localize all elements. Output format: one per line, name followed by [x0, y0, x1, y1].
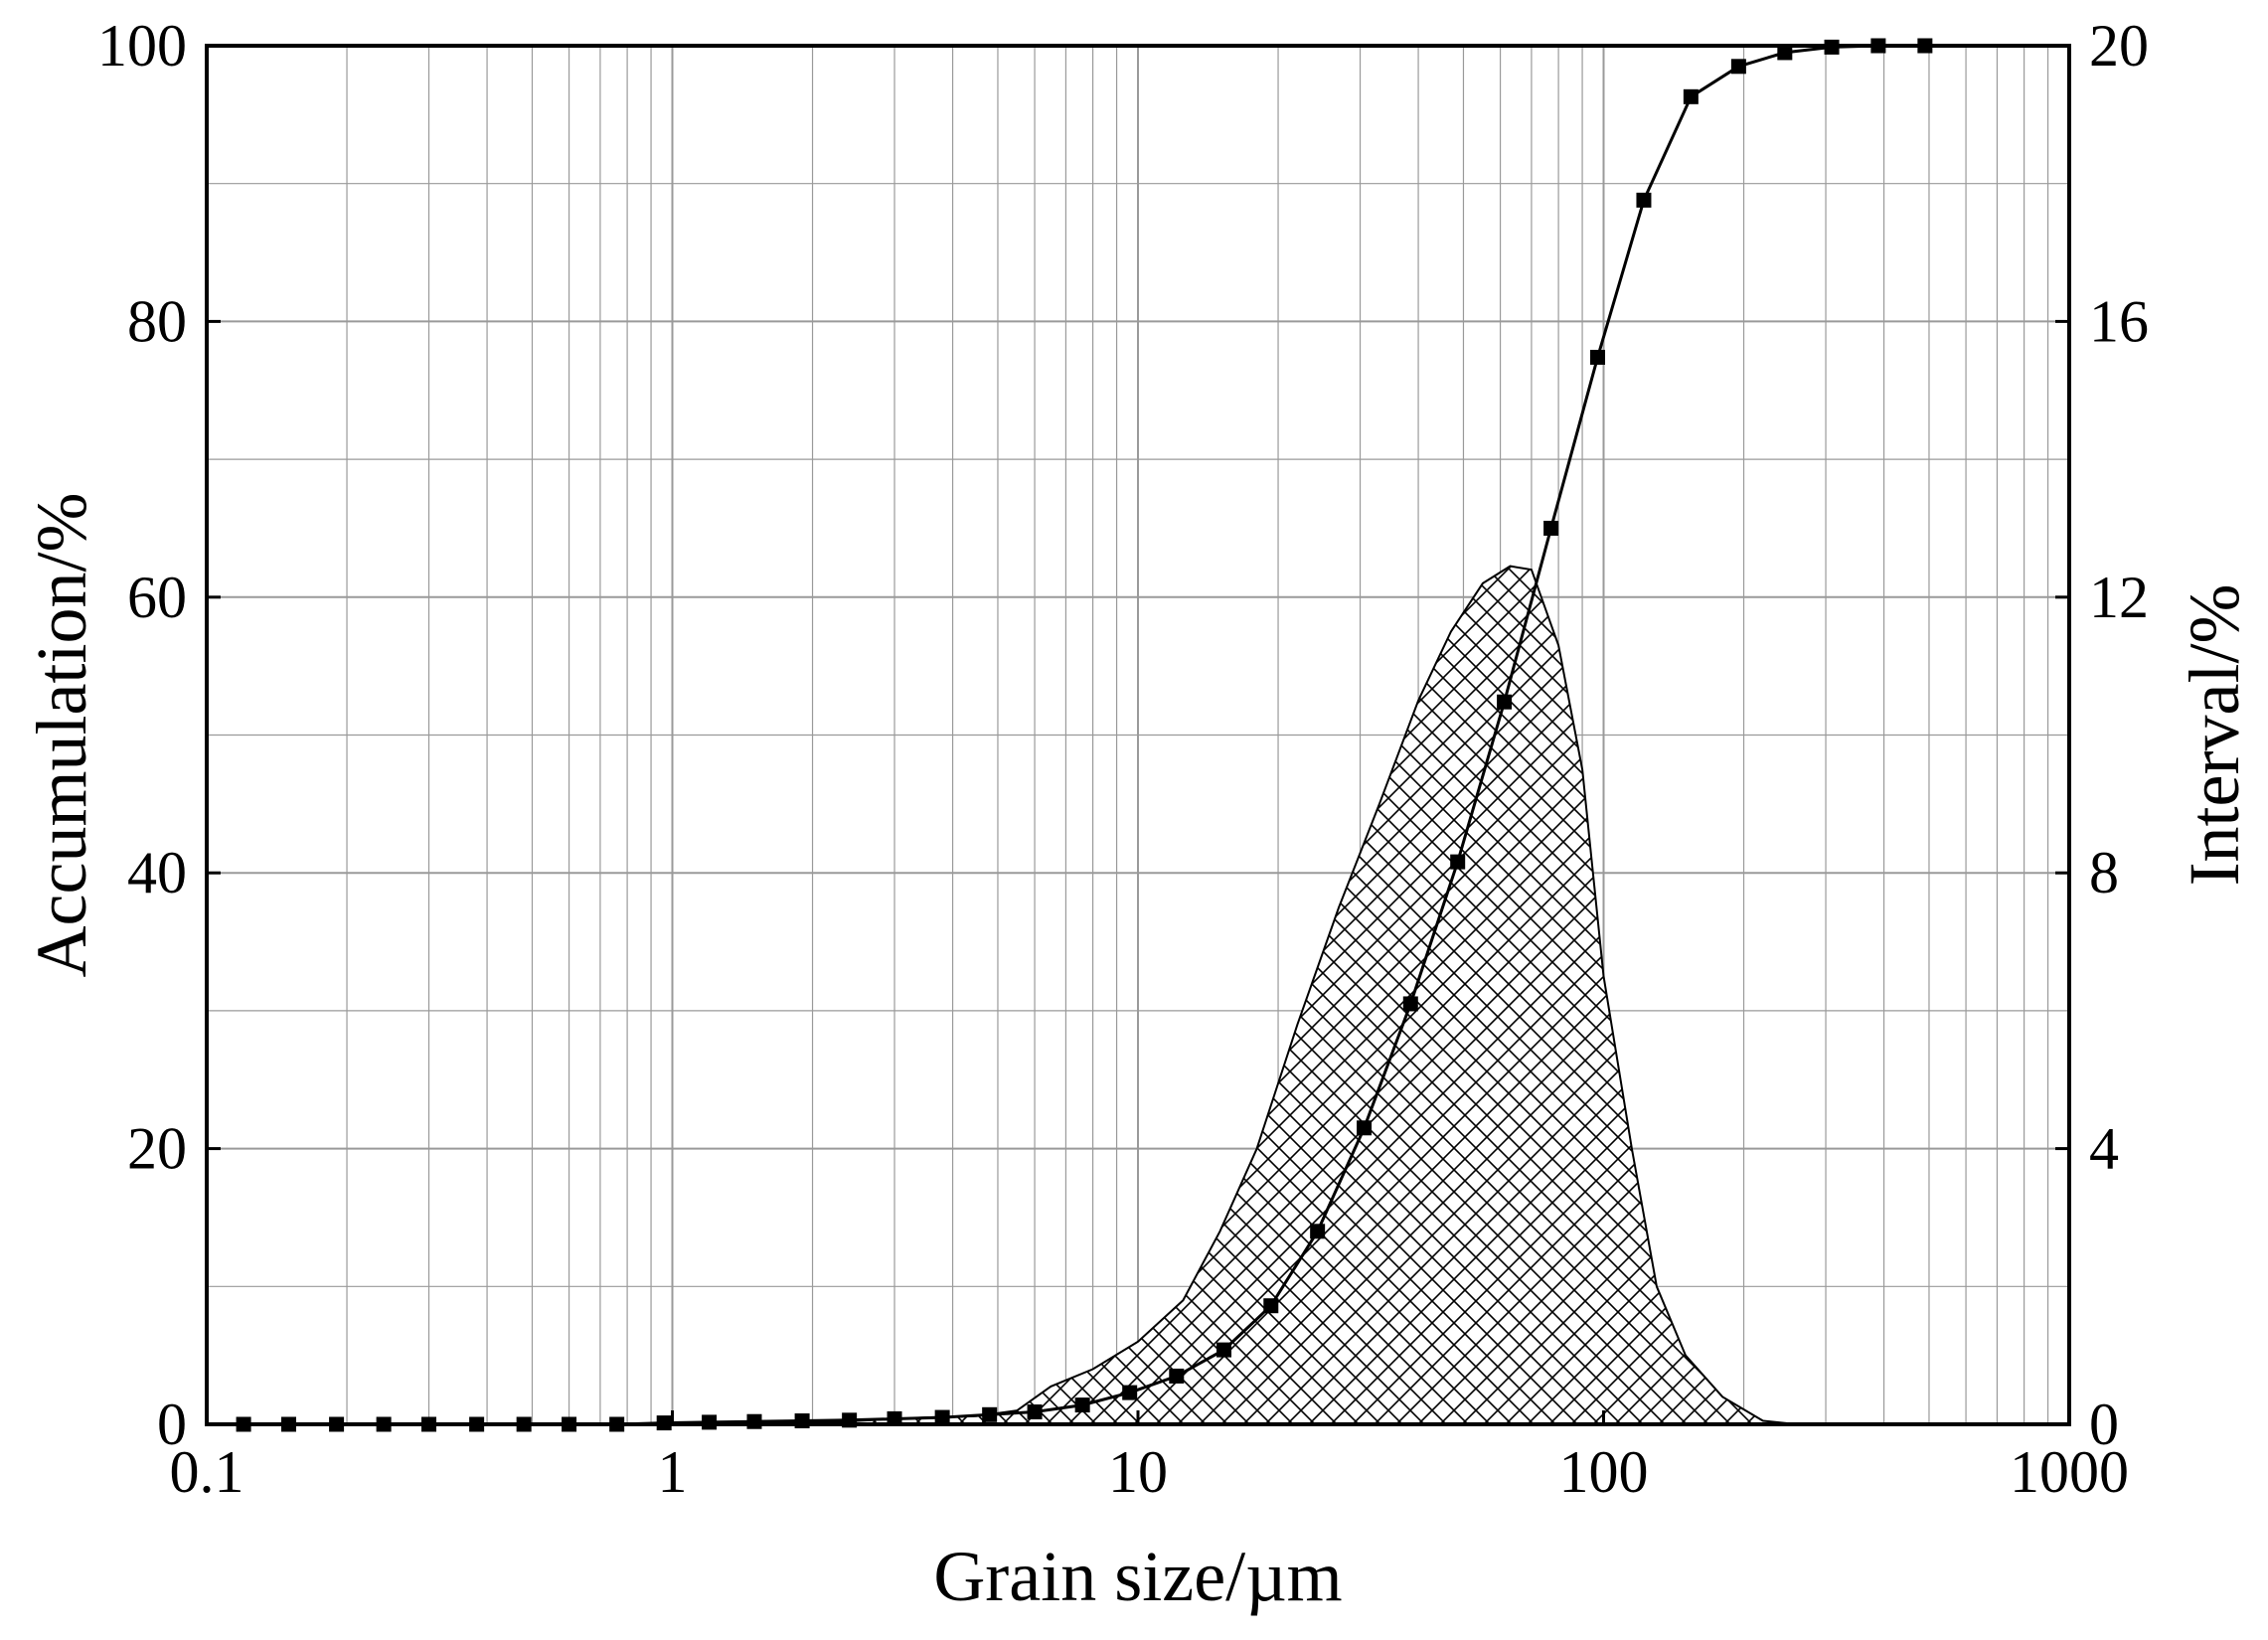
right-y-axis-title: Interval/%: [2175, 584, 2254, 887]
accumulation-point: [1074, 1397, 1090, 1413]
x-tick-label: 1000: [2010, 1439, 2129, 1505]
interval-area-bg: [207, 566, 1929, 1424]
accumulation-point: [1497, 694, 1513, 710]
x-tick-label: 0.1: [170, 1439, 244, 1505]
accumulation-point: [1169, 1368, 1185, 1384]
accumulation-point: [1730, 59, 1746, 75]
x-axis-ticks: 0.1 1 10 100 1000: [170, 1410, 2129, 1505]
y-tick-label: 0: [157, 1392, 187, 1457]
y2-tick-label: 4: [2089, 1116, 2119, 1182]
accumulation-point: [1310, 1224, 1326, 1239]
y2-tick-label: 0: [2089, 1392, 2119, 1457]
x-tick-label: 1: [658, 1439, 688, 1505]
accumulation-point: [934, 1409, 950, 1425]
y-tick-label: 40: [127, 840, 187, 905]
right-y-axis-ticks: 0 4 8 12 16 20: [2055, 13, 2149, 1457]
grid-lines: [207, 46, 2069, 1424]
accumulation-point: [1357, 1120, 1373, 1136]
y-tick-label: 80: [127, 288, 187, 354]
x-tick-label: 10: [1108, 1439, 1168, 1505]
left-y-axis-ticks: 0 20 40 60 80 100: [97, 13, 221, 1457]
y2-tick-label: 16: [2089, 288, 2149, 354]
y-tick-label: 20: [127, 1116, 187, 1182]
accumulation-point: [1450, 854, 1466, 870]
y2-tick-label: 12: [2089, 565, 2149, 630]
interval-area-fill: [207, 565, 1929, 1425]
accumulation-point: [1263, 1298, 1279, 1314]
accumulation-point: [1027, 1404, 1043, 1420]
left-y-axis-title: Accumulation/%: [22, 493, 101, 978]
accumulation-point: [1590, 349, 1606, 365]
y-tick-label: 60: [127, 565, 187, 630]
accumulation-point: [702, 1414, 718, 1430]
x-tick-label: 100: [1559, 1439, 1649, 1505]
y-tick-label: 100: [97, 13, 187, 79]
accumulation-point: [1216, 1342, 1232, 1358]
x-axis-title: Grain size/µm: [933, 1537, 1342, 1616]
accumulation-point: [1777, 45, 1793, 61]
y2-tick-label: 8: [2089, 840, 2119, 905]
y2-tick-label: 20: [2089, 13, 2149, 79]
accumulation-point: [746, 1413, 762, 1429]
accumulation-point: [1543, 520, 1559, 536]
accumulation-point: [1636, 192, 1652, 208]
accumulation-point: [1683, 88, 1699, 104]
accumulation-point: [1402, 996, 1418, 1012]
interval-area: [207, 565, 1929, 1425]
accumulation-point: [1122, 1385, 1138, 1400]
accumulation-point: [982, 1406, 998, 1422]
